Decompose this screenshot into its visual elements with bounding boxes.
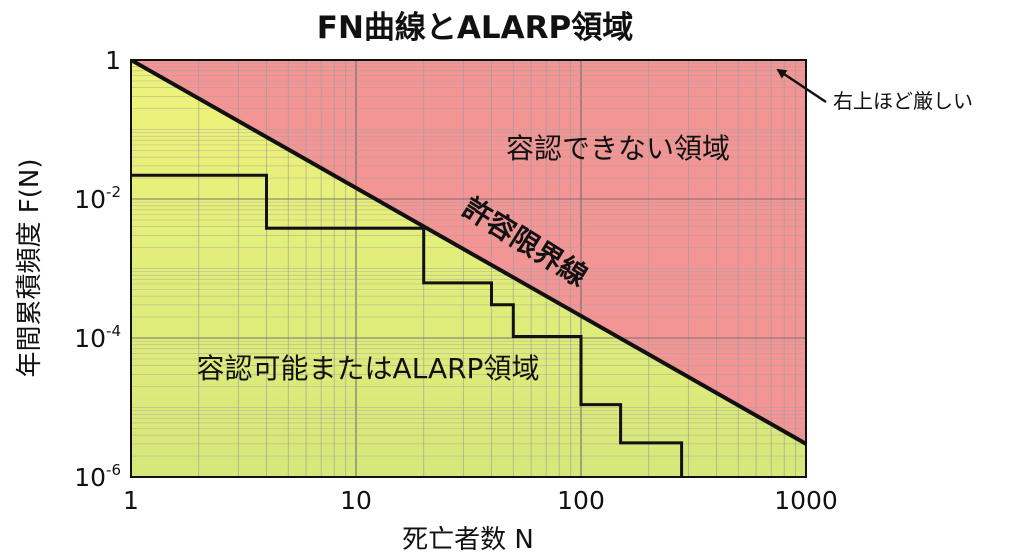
x-tick-label: 10 (340, 486, 372, 515)
x-axis-ticks: 1 10 100 1000 (123, 486, 838, 515)
x-axis-label: 死亡者数 N (402, 525, 534, 555)
limit-line (131, 60, 806, 446)
unacceptable-region-label: 容認できない領域 (506, 132, 730, 165)
corner-note-label: 右上ほど厳しい (833, 89, 973, 113)
x-tick-label: 1000 (774, 486, 838, 515)
plot-area (131, 60, 806, 477)
x-tick-label: 1 (123, 486, 139, 515)
y-tick-label: 1 (105, 46, 121, 75)
fn-curve (131, 173, 684, 477)
y-axis-label: 年間累積頻度 F(N) (15, 159, 45, 378)
alarp-region-label: 容認可能またはALARP領域 (197, 352, 540, 385)
y-tick-label: 10-2 (74, 183, 121, 214)
y-axis-ticks: 1 10-2 10-4 10-6 (74, 46, 121, 492)
chart-title: FN曲線とALARP領域 (317, 10, 633, 46)
y-tick-label: 10-6 (74, 461, 121, 492)
corner-arrow (776, 68, 827, 104)
plot-frame (130, 59, 807, 478)
grid-lines (131, 60, 806, 477)
y-tick-label: 10-4 (74, 322, 121, 353)
x-tick-label: 100 (557, 486, 605, 515)
